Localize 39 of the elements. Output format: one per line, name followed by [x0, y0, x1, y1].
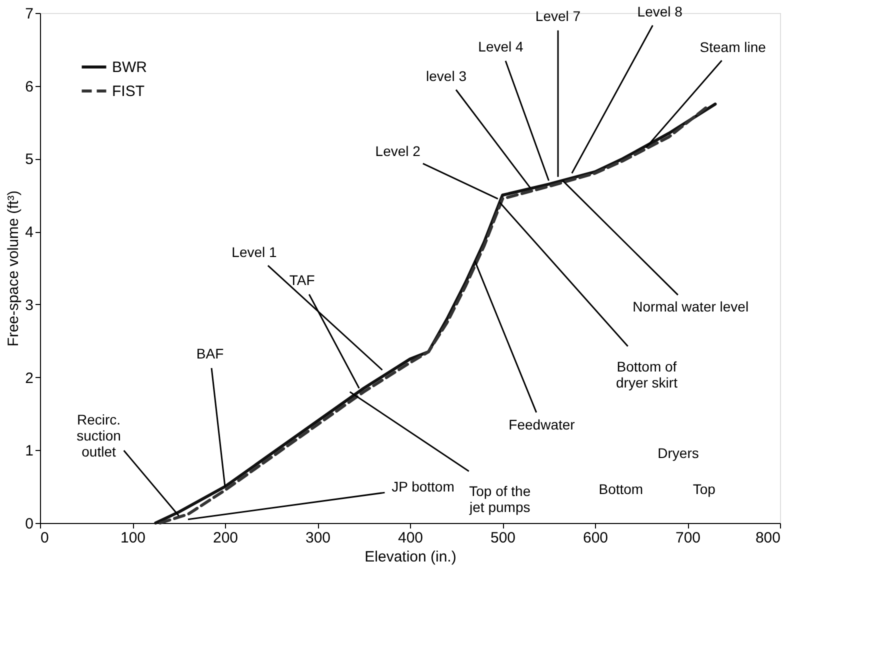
- x-tick-label: 600: [582, 530, 608, 546]
- annotation: Recirc. suction outlet: [76, 412, 121, 460]
- y-axis-title: Free-space volume (ft³): [5, 190, 22, 346]
- annotation: Level 8: [637, 3, 683, 20]
- annotation: Dryers: [658, 444, 699, 461]
- y-tick-label: 1: [25, 442, 34, 460]
- x-axis-title: Elevation (in.): [364, 548, 456, 566]
- annotation: Feedwater: [508, 416, 576, 433]
- y-tick-label: 4: [25, 224, 34, 242]
- x-tick-label: 200: [212, 530, 238, 546]
- annotation: Normal water level: [632, 298, 749, 315]
- y-tick-label: 6: [25, 78, 34, 96]
- y-tick-label: 5: [25, 151, 34, 168]
- legend-label: FIST: [112, 83, 144, 100]
- y-tick-label: 7: [25, 6, 34, 22]
- x-tick-label: 400: [398, 530, 424, 546]
- x-tick-label: 800: [755, 530, 780, 546]
- annotation: TAF: [289, 272, 315, 288]
- legend-label: BWR: [112, 59, 148, 76]
- annotation: level 3: [426, 68, 467, 84]
- annotation: Top of the jet pumps: [468, 482, 531, 515]
- y-tick-label: 3: [25, 296, 34, 314]
- x-tick-label: 700: [675, 530, 701, 546]
- y-tick-label: 0: [25, 516, 34, 532]
- x-tick-label: 500: [490, 530, 516, 546]
- annotation: BAF: [196, 346, 224, 362]
- annotation: Steam line: [700, 38, 766, 55]
- x-tick-label: 100: [120, 530, 146, 546]
- annotation: Bottom of dryer skirt: [616, 358, 678, 390]
- annotation: Level 2: [375, 142, 421, 159]
- annotation: JP bottom: [392, 478, 454, 494]
- annotation: Top: [692, 481, 716, 498]
- annotation: Level 4: [478, 38, 524, 55]
- x-tick-label: 300: [305, 530, 331, 546]
- annotation: Bottom: [598, 481, 644, 498]
- annotation: Level 7: [535, 8, 581, 24]
- x-tick-label: 0: [40, 530, 49, 546]
- annotation: Level 1: [232, 244, 278, 260]
- y-tick-label: 2: [25, 370, 34, 387]
